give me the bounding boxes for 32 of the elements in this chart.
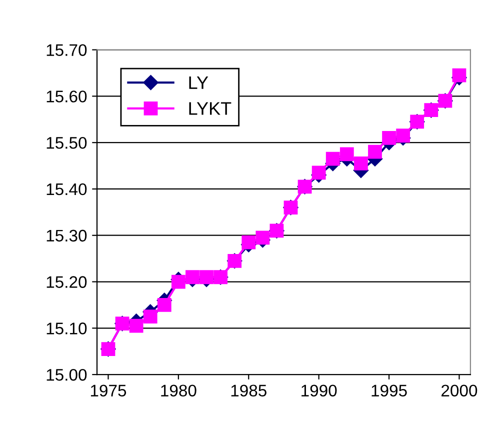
point [326, 152, 340, 166]
point [143, 310, 158, 324]
legend-label: LY [189, 76, 208, 89]
point [368, 144, 382, 159]
point [452, 68, 466, 82]
y-tick-label: 15.30 [46, 230, 87, 242]
x-tick-label: 1980 [161, 384, 196, 397]
point [186, 270, 200, 284]
legend-label: LYKT [189, 102, 232, 115]
point [129, 318, 144, 333]
y-tick-label: 15.20 [46, 276, 87, 288]
point [396, 128, 410, 143]
point [171, 274, 186, 289]
y-tick-label: 15.50 [46, 136, 87, 149]
x-tick-label: 1985 [231, 384, 266, 397]
point [200, 270, 214, 284]
point [382, 130, 396, 145]
x-tick-label: 2000 [442, 384, 478, 397]
y-tick-label: 15.70 [46, 44, 87, 56]
y-tick-label: 15.00 [46, 368, 87, 381]
x-tick-label: 1990 [302, 384, 337, 397]
y-tick-label: 15.40 [46, 183, 87, 196]
point [157, 298, 172, 312]
y-tick-label: 15.10 [46, 322, 87, 334]
point [354, 156, 368, 170]
x-tick-label: 1995 [372, 384, 407, 397]
point [340, 147, 354, 162]
y-tick-label: 15.60 [46, 90, 87, 102]
point [312, 166, 326, 180]
x-tick-label: 1975 [90, 384, 126, 397]
point [256, 230, 270, 245]
point [242, 235, 256, 250]
